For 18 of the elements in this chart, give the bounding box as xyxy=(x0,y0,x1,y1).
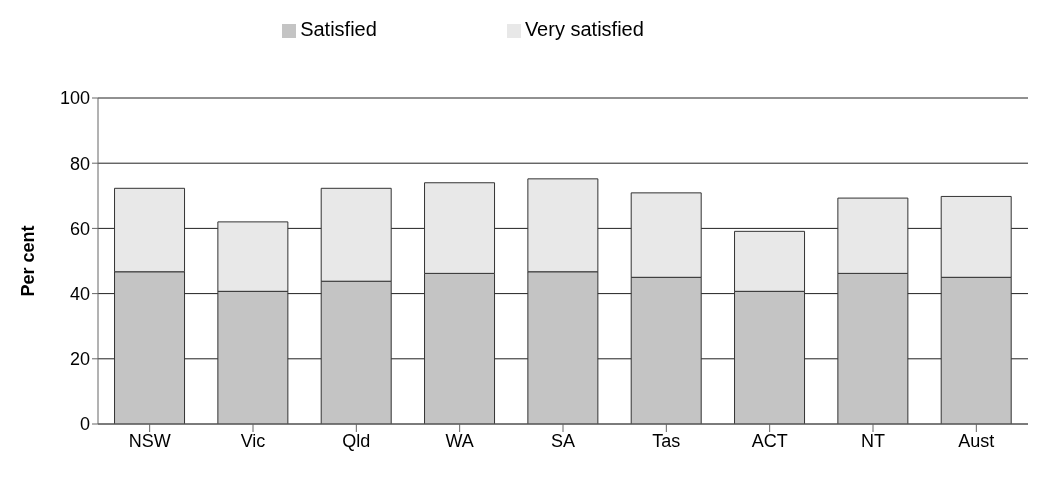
x-tick-label: Aust xyxy=(958,430,995,451)
y-tick-label: 40 xyxy=(69,283,90,304)
y-tick-label: 60 xyxy=(69,218,90,239)
legend-label: Very satisfied xyxy=(524,18,644,40)
y-tick-label: 0 xyxy=(79,414,90,435)
y-tick-label: 100 xyxy=(59,88,90,109)
x-tick-label: NT xyxy=(861,430,885,451)
x-tick-label: Tas xyxy=(652,430,681,451)
x-tick-label: Vic xyxy=(240,430,266,451)
x-tick-label: Qld xyxy=(342,430,371,451)
y-tick-label: 80 xyxy=(69,153,90,174)
x-tick-label: WA xyxy=(445,430,474,451)
x-tick-label: SA xyxy=(550,430,576,451)
x-tick-label: NSW xyxy=(128,430,171,451)
legend-label: Satisfied xyxy=(300,18,377,40)
y-axis-title: Per cent xyxy=(18,225,39,297)
x-tick-label: ACT xyxy=(751,430,788,451)
y-tick-label: 20 xyxy=(69,349,90,370)
